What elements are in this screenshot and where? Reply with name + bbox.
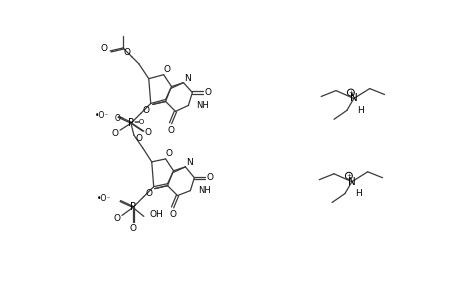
- Text: +: +: [346, 173, 351, 178]
- Text: O: O: [123, 48, 130, 57]
- Text: OH: OH: [150, 210, 163, 219]
- Text: O: O: [113, 214, 120, 223]
- Text: N: N: [185, 158, 192, 167]
- Text: O: O: [167, 126, 174, 135]
- Text: O: O: [206, 173, 213, 182]
- Text: O⁻: O⁻: [115, 114, 125, 123]
- Text: +: +: [347, 90, 353, 95]
- Text: N: N: [184, 74, 190, 83]
- Text: O: O: [168, 210, 176, 219]
- Text: O: O: [163, 65, 170, 74]
- Text: O: O: [144, 128, 151, 137]
- Text: •O⁻: •O⁻: [95, 111, 109, 120]
- Text: =O: =O: [133, 119, 144, 125]
- Text: P: P: [128, 118, 134, 128]
- Text: O: O: [145, 189, 152, 198]
- Text: NH: NH: [196, 101, 208, 110]
- Text: N: N: [349, 94, 357, 103]
- Text: O: O: [165, 149, 172, 158]
- Text: O: O: [142, 106, 149, 115]
- Text: O: O: [112, 129, 118, 138]
- Text: O: O: [129, 224, 136, 233]
- Text: O: O: [204, 88, 211, 97]
- Text: H: H: [355, 189, 361, 198]
- Text: P: P: [129, 202, 135, 212]
- Text: O: O: [135, 134, 142, 142]
- Text: •O⁻: •O⁻: [96, 194, 111, 203]
- Text: N: N: [347, 177, 355, 187]
- Text: O: O: [101, 44, 107, 53]
- Text: NH: NH: [198, 186, 211, 195]
- Text: H: H: [357, 106, 364, 115]
